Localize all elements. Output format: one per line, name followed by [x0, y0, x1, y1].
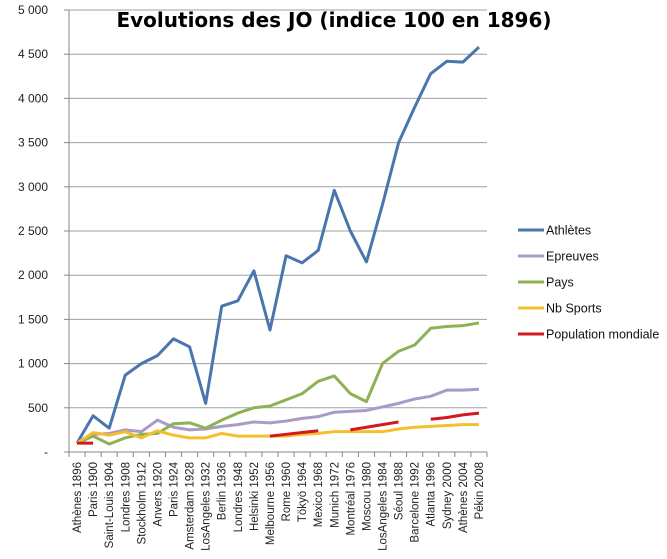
- x-tick-label: Sydney 2000: [442, 462, 454, 529]
- x-tick-label: Berlin 1936: [217, 462, 229, 520]
- series-line-segment: [75, 46, 480, 444]
- x-tick-label: Moscou 1980: [361, 462, 373, 531]
- y-tick-label: 1 500: [18, 312, 48, 326]
- x-tick-label: Paris 1900: [88, 462, 100, 517]
- series-line-segment: [76, 321, 480, 446]
- x-tick-label: Amsterdam 1928: [185, 462, 197, 550]
- x-tick-label: Helsinki 1952: [249, 462, 261, 531]
- x-tick-label: Anvers 1920: [152, 462, 164, 527]
- x-tick-label: Tökyö 1964: [297, 461, 309, 522]
- legend-label: Nb Sports: [546, 302, 602, 316]
- x-tick-label: Pékin 2008: [474, 462, 486, 520]
- x-tick-label: Paris 1924: [169, 461, 181, 517]
- x-tick-label: Rome 1960: [281, 462, 293, 521]
- x-tick-label: Londres 1948: [233, 462, 245, 532]
- y-tick-label: 4 500: [18, 47, 48, 61]
- legend-label: Athlètes: [546, 224, 591, 238]
- axes: [64, 9, 488, 457]
- x-tick-label: Athènes 1896: [72, 462, 84, 533]
- x-tick-label: Munich 1972: [329, 462, 341, 528]
- y-tick-label: 3 500: [18, 136, 48, 150]
- series-line-segment: [430, 411, 480, 421]
- y-tick-label: 4 000: [18, 91, 48, 105]
- series-athlètes: [75, 46, 480, 444]
- x-tick-label: Stockholm 1912: [136, 462, 148, 544]
- y-tick-label: 5 000: [18, 3, 48, 17]
- legend-label: Pays: [546, 276, 574, 290]
- y-tick-label: 2 000: [18, 268, 48, 282]
- legend-item: Population mondiale: [518, 328, 659, 342]
- x-tick-label: Atlanta 1996: [426, 462, 438, 527]
- y-tick-label: 500: [28, 401, 48, 415]
- series-line-segment: [76, 387, 480, 445]
- x-tick-label: Londres 1908: [120, 462, 132, 532]
- x-tick-label: Melbourne 1956: [265, 462, 277, 545]
- series-pays: [76, 321, 480, 446]
- x-tick-label: Montréal 1976: [345, 462, 357, 536]
- y-tick-label: 3 000: [18, 180, 48, 194]
- legend-label: Epreuves: [546, 250, 599, 264]
- x-tick-label: Athènes 2004: [458, 461, 470, 533]
- legend: Athlètes Epreuves Pays Nb Sports Population …: [518, 224, 659, 342]
- legend-item: Pays: [518, 276, 574, 290]
- series-epreuves: [76, 387, 480, 445]
- x-tick-label: Barcelone 1992: [410, 462, 422, 543]
- x-tick-label: Séoul 1988: [394, 462, 406, 520]
- x-tick-label: LosAngeles 1932: [201, 462, 213, 551]
- series-lines: [75, 46, 480, 446]
- legend-item: Epreuves: [518, 250, 599, 264]
- legend-item: Nb Sports: [518, 302, 602, 316]
- x-tick-label: Saint-Louis 1904: [104, 461, 116, 548]
- y-tick-label: -: [44, 445, 48, 459]
- gridlines: [69, 9, 487, 409]
- y-tick-label: 1 000: [18, 357, 48, 371]
- x-tick-labels: Athènes 1896 Paris 1900 Saint-Louis 1904 Lo…: [72, 461, 486, 550]
- legend-item: Athlètes: [518, 224, 591, 238]
- series-line-segment: [350, 420, 399, 432]
- x-tick-label: Mexico 1968: [313, 462, 325, 527]
- legend-label: Population mondiale: [546, 328, 659, 342]
- x-tick-label: LosAngeles 1984: [378, 461, 390, 550]
- y-tick-labels: - 500 1 000 1 500 2 000 2 500 3 000 3 500 4 000 4…: [18, 3, 48, 459]
- y-tick-label: 2 500: [18, 224, 48, 238]
- series-line-segment: [269, 429, 319, 438]
- chart-title: Evolutions des JO (indice 100 en 1896): [116, 8, 551, 32]
- series-population-mondiale: [77, 411, 480, 445]
